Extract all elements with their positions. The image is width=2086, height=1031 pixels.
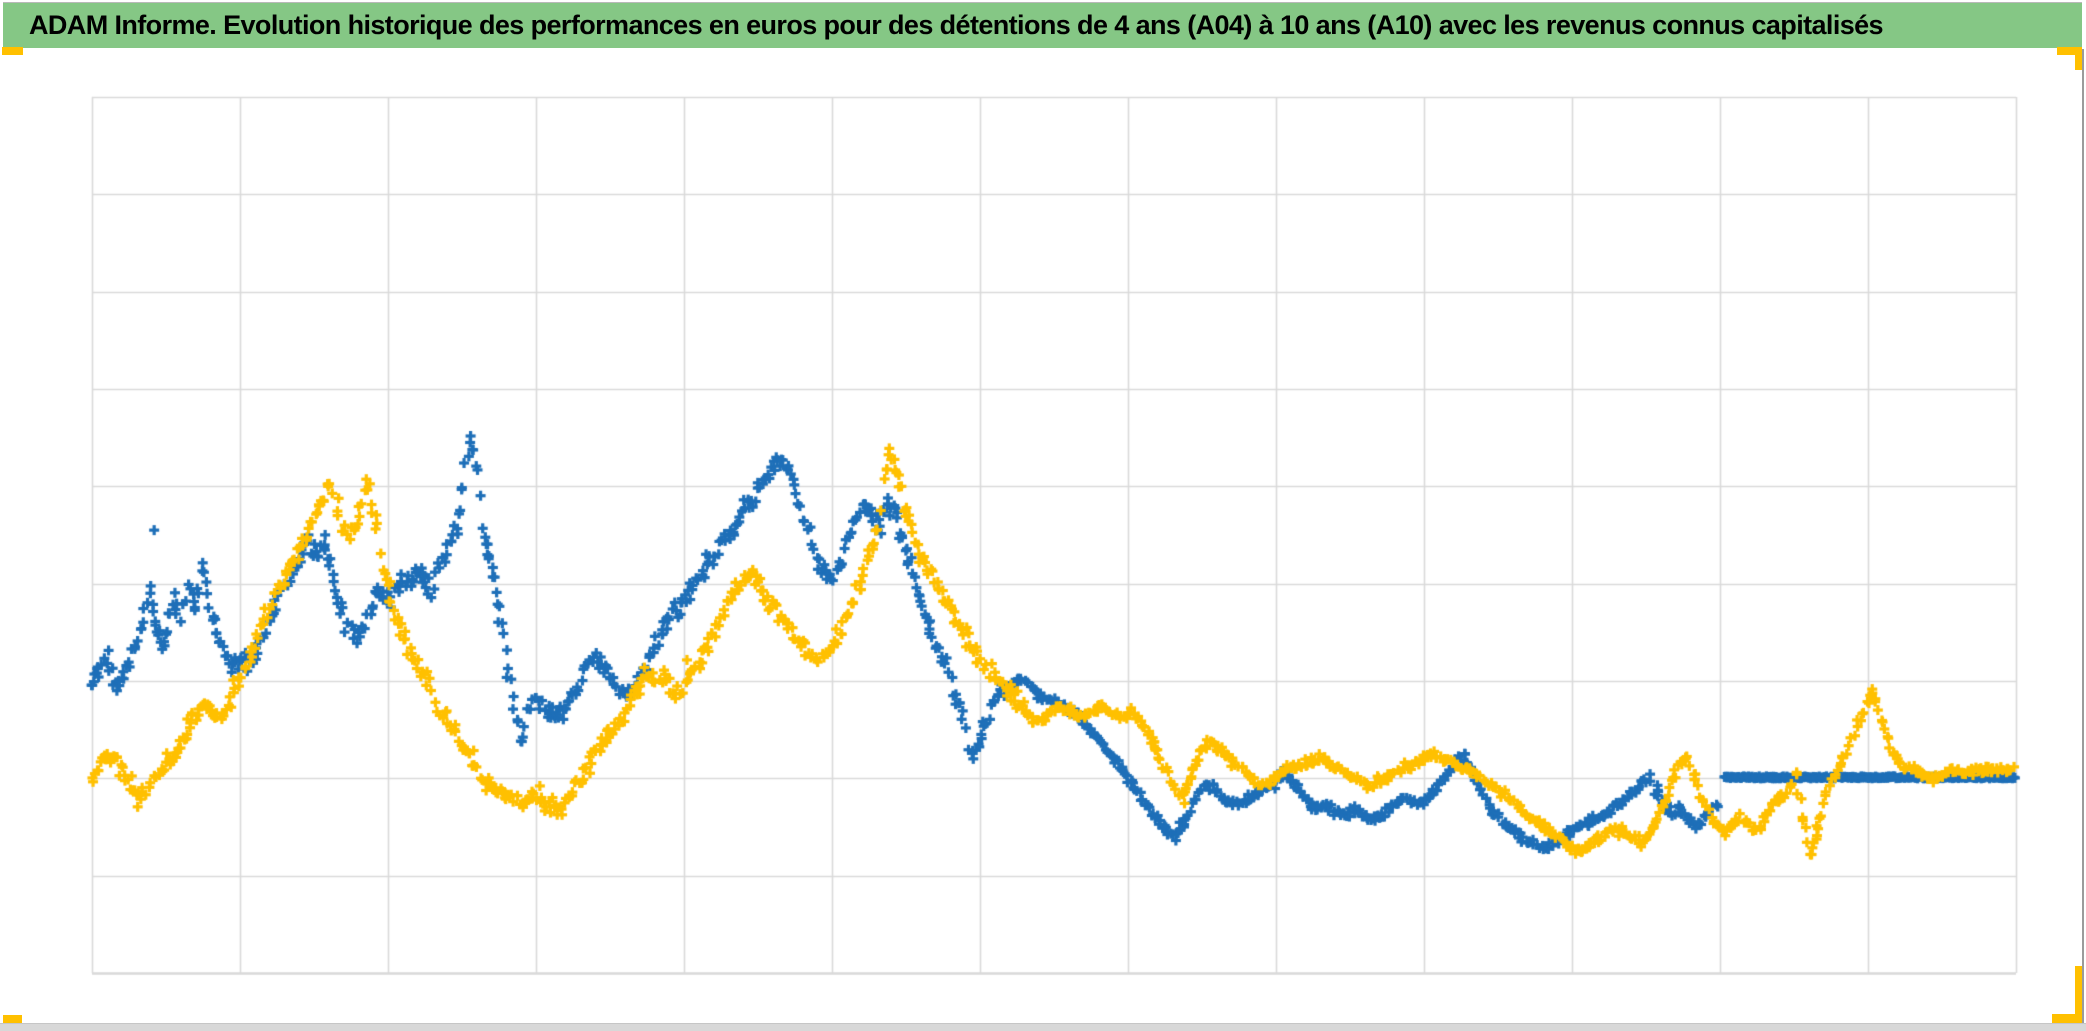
right-edge-divider — [2082, 49, 2084, 1023]
corner-accent-top-right-horizontal — [2057, 47, 2082, 55]
corner-accent-top-left — [2, 47, 23, 55]
corner-accent-bottom-right-horizontal — [2052, 1014, 2082, 1023]
corner-accent-bottom-right-vertical — [2075, 966, 2082, 1023]
bottom-edge-strip — [0, 1023, 2086, 1031]
corner-accent-bottom-left — [3, 1015, 22, 1025]
corner-accent-top-right-vertical — [2075, 47, 2082, 70]
